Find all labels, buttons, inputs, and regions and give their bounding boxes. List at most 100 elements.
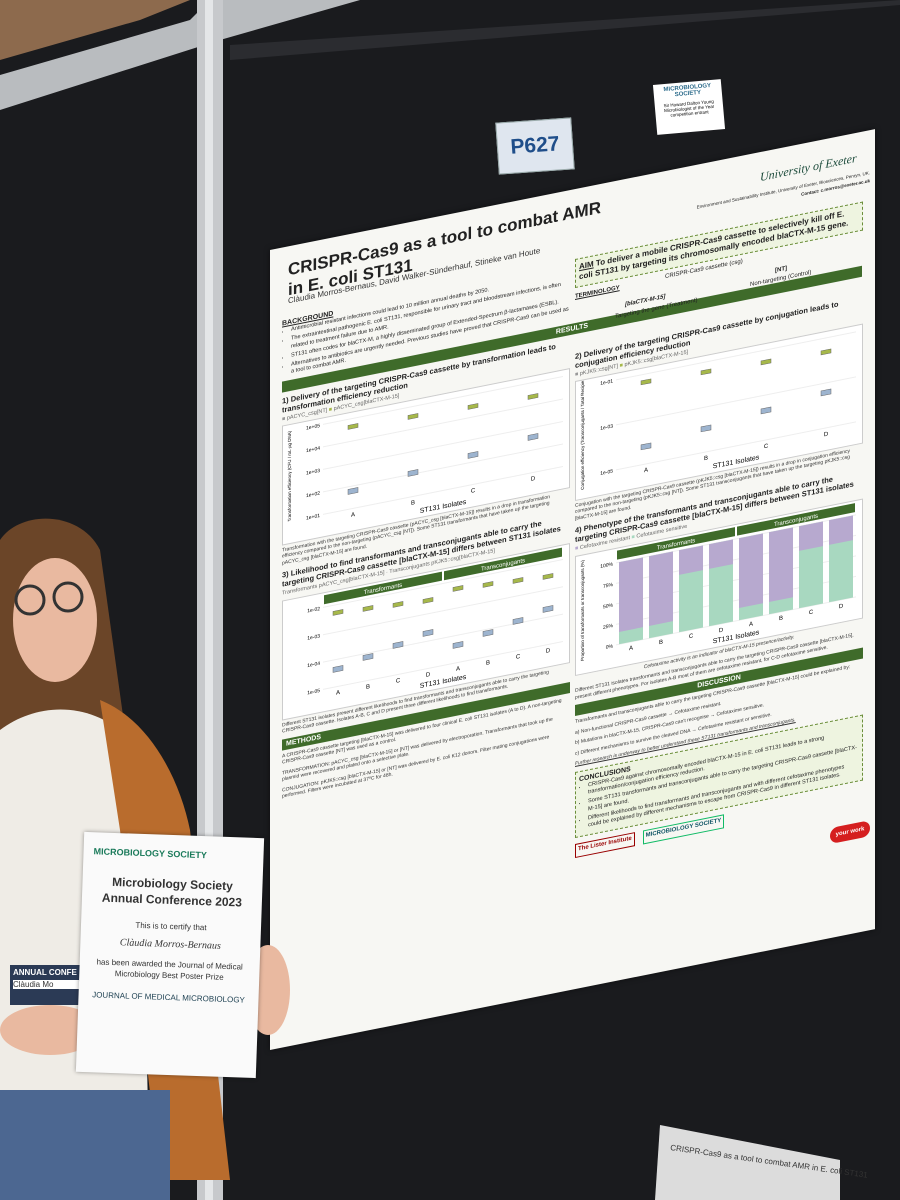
- lanyard-name: Clàudia Mo: [13, 980, 79, 989]
- grid-line: [616, 376, 856, 426]
- y-axis-label: Transformation efficiency (CFU / mL·µg D…: [287, 430, 292, 522]
- sticker: your work: [830, 820, 870, 845]
- stacked-bar: [739, 533, 763, 608]
- grid-line: [323, 443, 563, 493]
- grid-line: [323, 465, 563, 515]
- box: [362, 604, 374, 612]
- box: [392, 600, 404, 608]
- box: [347, 487, 359, 495]
- x-tick-label: D: [426, 671, 431, 678]
- x-tick-label: C: [689, 633, 694, 640]
- x-tick-label: B: [779, 615, 783, 622]
- x-tick-label: A: [336, 689, 341, 696]
- box: [482, 580, 494, 588]
- box: [512, 576, 524, 584]
- next-poster: [655, 1125, 840, 1200]
- certificate-certify: This is to certify that: [135, 920, 207, 933]
- grid-line: [616, 421, 856, 471]
- x-tick-label: C: [764, 443, 769, 450]
- certificate-name: Clàudia Morros-Bernaus: [119, 937, 222, 952]
- box: [362, 652, 374, 661]
- x-tick-label: C: [471, 488, 476, 495]
- x-tick-label: D: [546, 647, 551, 654]
- stacked-bar: [649, 551, 673, 626]
- stacked-bar: [799, 521, 823, 551]
- x-tick-label: B: [659, 639, 663, 646]
- stacked-bar: [619, 557, 643, 632]
- glasses: [14, 584, 46, 616]
- y-axis-label: Proportion of transformants or transconj…: [580, 559, 585, 661]
- box: [512, 616, 524, 625]
- box: [700, 424, 712, 433]
- box: [700, 368, 712, 376]
- grid-line: [616, 331, 856, 381]
- x-tick-label: D: [719, 627, 724, 634]
- person: [0, 518, 290, 1200]
- face: [13, 558, 97, 682]
- terminology-label: TERMINOLOGY: [575, 284, 620, 300]
- x-tick-label: B: [704, 455, 708, 462]
- box: [640, 378, 652, 386]
- y-tick-label: 1e+03: [306, 468, 320, 477]
- stacked-bar: [679, 545, 703, 575]
- box: [422, 628, 434, 637]
- x-tick-label: A: [456, 665, 461, 672]
- box: [527, 393, 539, 400]
- certificate-awarded: has been awarded the Journal of Medical …: [96, 957, 243, 982]
- plot-svg: Transformation efficiency (CFU / mL·µg D…: [287, 375, 563, 522]
- x-tick-label: B: [366, 684, 370, 691]
- box: [392, 640, 404, 649]
- facet-strip: [324, 571, 442, 604]
- stacked-bar: [709, 539, 733, 569]
- x-tick-label: A: [629, 645, 634, 652]
- y-tick-label: 1e-05: [600, 468, 613, 477]
- grid-line: [323, 640, 563, 690]
- y-axis-label: Conjugation efficiency (Transconjugants …: [580, 372, 585, 490]
- box: [640, 442, 652, 451]
- frame-highlight: [205, 0, 213, 1200]
- y-tick-label: 1e-04: [307, 660, 320, 669]
- award-badge: MICROBIOLOGY SOCIETY Sir Howard Dalton Y…: [652, 79, 726, 135]
- y-tick-label: 75%: [603, 581, 613, 589]
- box: [347, 423, 359, 430]
- box: [482, 628, 494, 637]
- certificate-society: MICROBIOLOGY SOCIETY: [93, 846, 208, 861]
- box: [422, 596, 434, 604]
- stacked-bar: [769, 527, 793, 602]
- box: [332, 664, 344, 673]
- box: [407, 413, 419, 420]
- y-tick-label: 100%: [600, 561, 613, 570]
- box: [467, 403, 479, 410]
- hand: [0, 1005, 100, 1055]
- box: [542, 572, 554, 580]
- x-tick-label: D: [824, 431, 829, 438]
- left-column: BACKGROUND Antimicrobial resistant infec…: [282, 262, 862, 804]
- x-tick-label: C: [516, 653, 521, 660]
- grid-line: [323, 375, 563, 425]
- y-tick-label: 1e-03: [600, 423, 613, 432]
- x-tick-label: D: [531, 476, 536, 483]
- certificate: MICROBIOLOGY SOCIETY Microbiology Societ…: [75, 831, 265, 1079]
- glasses: [52, 581, 84, 613]
- plot: Transformation efficiency (CFU / mL·µg D…: [282, 367, 570, 546]
- plot-svg: 1e-021e-031e-041e-05TransformantsABCDTra…: [307, 547, 563, 697]
- grid-line: [323, 558, 563, 608]
- plot: Conjugation efficiency (Transconjugants …: [575, 323, 863, 501]
- lanyard-badge: ANNUAL CONFE Clàudia Mo: [10, 965, 82, 1005]
- booth-number: P627: [495, 117, 575, 175]
- stacked-bar: [829, 515, 853, 545]
- y-tick-label: 1e+01: [306, 513, 320, 522]
- badge-society: MICROBIOLOGY SOCIETY: [663, 83, 712, 99]
- badge-text: Sir Howard Dalton Young Microbiologist o…: [663, 98, 715, 118]
- y-tick-label: 1e-05: [307, 688, 320, 697]
- y-tick-label: 1e-01: [600, 378, 613, 387]
- certificate-journal: JOURNAL OF MEDICAL MICROBIOLOGY: [92, 990, 246, 1005]
- jeans: [0, 1090, 170, 1200]
- box: [527, 433, 539, 441]
- plot-svg: Conjugation efficiency (Transconjugants …: [580, 331, 856, 490]
- y-tick-label: 1e+05: [306, 423, 320, 432]
- x-tick-label: C: [809, 609, 814, 616]
- grid-line: [323, 398, 563, 448]
- lanyard-label: ANNUAL CONFE: [13, 968, 77, 977]
- facet-strip: [617, 526, 735, 560]
